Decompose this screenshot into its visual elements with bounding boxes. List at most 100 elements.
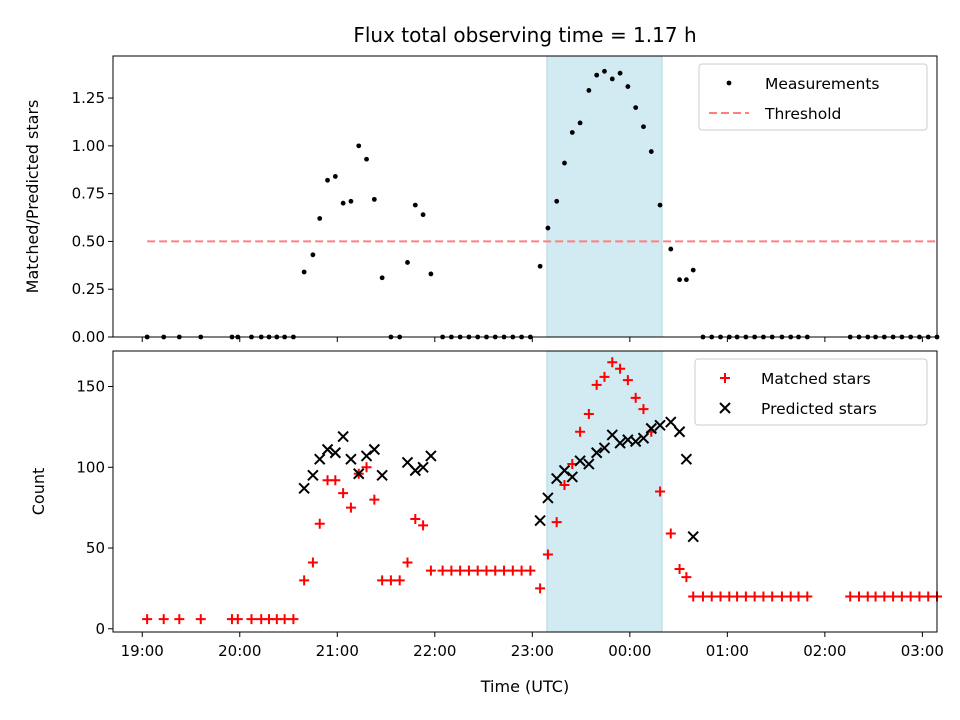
observing-window-span — [546, 350, 663, 633]
data-point — [607, 357, 618, 368]
data-point — [545, 225, 551, 231]
data-point — [575, 426, 586, 437]
plot-frame — [112, 350, 938, 633]
data-point — [232, 614, 243, 625]
data-point — [551, 517, 562, 528]
y-tick-label: 0.50 — [72, 232, 105, 250]
legend-label: Matched stars — [761, 370, 871, 388]
data-point — [905, 591, 916, 602]
data-point — [749, 591, 760, 602]
data-point — [298, 482, 310, 494]
y-tick-label: 0.25 — [72, 280, 105, 298]
data-point — [417, 461, 429, 473]
data-point — [645, 422, 657, 435]
plot-frame — [112, 55, 938, 338]
x-tick-label: 00:00 — [608, 642, 651, 660]
data-point — [405, 260, 410, 265]
data-point — [409, 464, 422, 477]
data-point — [690, 267, 696, 273]
data-point — [437, 565, 448, 576]
data-point — [802, 591, 813, 602]
data-point — [410, 513, 421, 524]
data-point — [577, 120, 583, 126]
y-tick-label: 50 — [86, 539, 105, 557]
data-point — [516, 565, 527, 576]
data-point — [379, 275, 385, 281]
data-point — [591, 379, 602, 390]
data-point — [845, 591, 856, 602]
data-point — [615, 363, 626, 374]
legend-marker — [726, 80, 732, 86]
observing-window-span — [546, 55, 663, 338]
data-point — [490, 565, 501, 576]
data-point — [648, 149, 654, 154]
data-point — [307, 469, 319, 482]
data-point — [566, 471, 579, 483]
data-point — [687, 531, 699, 543]
legend: Matched stars Predicted stars — [694, 358, 928, 426]
data-point — [776, 591, 787, 602]
legend-label: Predicted stars — [761, 400, 877, 418]
data-point — [345, 453, 357, 465]
data-point — [158, 614, 169, 625]
data-point — [630, 392, 641, 403]
data-point — [348, 198, 354, 204]
data-point — [574, 455, 586, 467]
data-point — [583, 408, 594, 419]
data-point — [758, 591, 769, 602]
data-point — [586, 88, 592, 93]
legend: Measurements Threshold — [698, 63, 928, 131]
data-point — [622, 375, 633, 386]
data-point — [534, 514, 546, 527]
data-point — [412, 202, 418, 208]
data-point — [301, 269, 307, 275]
data-point — [625, 84, 631, 89]
data-point — [657, 202, 663, 208]
data-point — [425, 565, 436, 576]
data-point — [629, 435, 642, 448]
data-point — [602, 68, 607, 74]
data-point — [715, 591, 726, 602]
panel-count: 0 50 100 150 19:00 20:00 21:00 22:00 23:00 00:00 0… — [29, 350, 944, 696]
chart-title: Flux total observing time = 1.17 h — [353, 23, 696, 47]
data-point — [142, 614, 153, 625]
data-point — [590, 447, 603, 459]
x-tick-label: 19:00 — [121, 642, 164, 660]
panel-ratio: 0.00 0.25 0.50 0.75 1.00 1.25 Matched/Predicte… — [23, 23, 940, 346]
data-point — [677, 277, 682, 283]
data-point — [446, 565, 457, 576]
data-point — [617, 70, 623, 76]
data-point — [599, 371, 610, 382]
data-point — [673, 426, 686, 438]
data-point — [583, 458, 595, 470]
data-point — [507, 565, 518, 576]
data-point — [481, 565, 492, 576]
data-point — [594, 72, 600, 78]
x-tick-label: 22:00 — [413, 642, 456, 660]
legend-marker — [720, 373, 730, 383]
x-tick-label: 21:00 — [316, 642, 359, 660]
y-tick-label: 150 — [76, 378, 105, 396]
data-point — [793, 591, 804, 602]
data-point — [329, 447, 342, 459]
data-point — [654, 419, 666, 431]
data-point — [537, 263, 543, 269]
data-point — [923, 591, 934, 602]
data-point — [870, 591, 881, 602]
data-point — [681, 572, 692, 583]
y-tick-label: 0 — [95, 620, 105, 638]
data-point — [683, 277, 689, 283]
data-point — [638, 404, 649, 415]
data-point — [361, 462, 372, 473]
data-point — [420, 212, 426, 218]
data-point — [345, 502, 356, 513]
data-point — [321, 443, 334, 456]
data-point — [340, 200, 346, 206]
data-point — [688, 591, 699, 602]
data-point — [455, 565, 466, 576]
data-point — [385, 575, 396, 586]
data-point — [633, 105, 639, 111]
y-tick-label: 0.75 — [72, 185, 105, 203]
data-point — [888, 591, 899, 602]
data-point — [914, 591, 925, 602]
